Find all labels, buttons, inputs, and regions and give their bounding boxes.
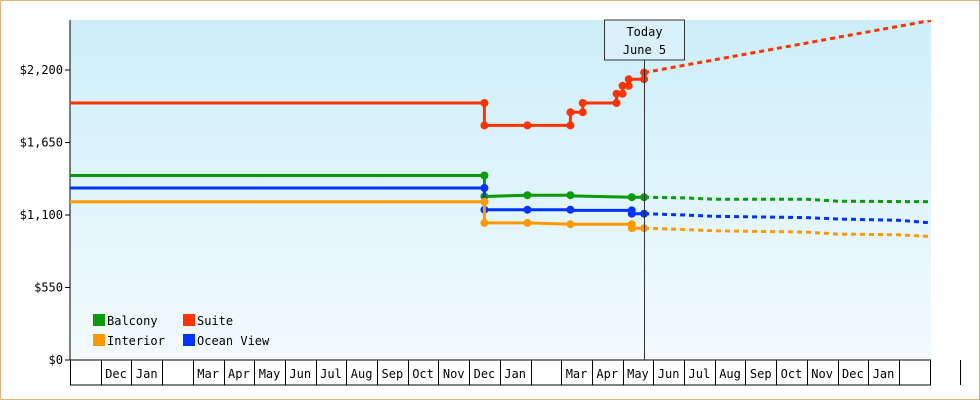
legend-swatch	[93, 314, 105, 326]
legend: Balcony Suite Interior Ocean View	[93, 314, 270, 348]
legend-item-interior[interactable]: Interior	[93, 334, 165, 348]
data-point[interactable]	[566, 191, 575, 200]
x-tick-label: Dec	[842, 367, 864, 381]
data-point[interactable]	[578, 108, 587, 117]
x-tick-label: Jul	[320, 367, 342, 381]
legend-item-suite[interactable]: Suite	[183, 314, 233, 328]
data-point[interactable]	[627, 224, 636, 233]
x-tick-label: Jul	[689, 367, 711, 381]
series-lines	[70, 20, 931, 239]
x-tick-label: Apr	[228, 367, 250, 381]
plot-background	[70, 20, 931, 360]
series-suite	[70, 20, 931, 130]
series-balcony	[70, 171, 931, 204]
data-point[interactable]	[480, 171, 489, 180]
x-tick-label: Aug	[719, 367, 741, 381]
data-point[interactable]	[566, 121, 575, 130]
data-point[interactable]	[566, 220, 575, 229]
legend-item-balcony[interactable]: Balcony	[93, 314, 158, 328]
x-tick-label: Dec	[474, 367, 496, 381]
y-tick-label: $0	[49, 353, 63, 367]
data-point[interactable]	[480, 99, 489, 107]
x-tick-label: Jan	[873, 367, 895, 381]
legend-swatch	[183, 314, 195, 326]
x-tick-label: Oct	[781, 367, 803, 381]
series-forecast-ocean-view	[644, 212, 931, 225]
data-point[interactable]	[612, 89, 621, 98]
y-tick-label: $550	[34, 281, 63, 295]
data-point[interactable]	[480, 184, 489, 192]
today-label: Today	[626, 25, 662, 39]
x-tick-label: Jun	[289, 367, 311, 381]
series-forecast-interior	[644, 226, 931, 239]
data-point[interactable]	[480, 121, 489, 130]
data-point[interactable]	[523, 205, 532, 214]
legend-item-ocean-view[interactable]: Ocean View	[183, 334, 270, 348]
y-tick-label: $1,100	[20, 208, 63, 222]
data-point[interactable]	[566, 108, 575, 117]
data-point[interactable]	[618, 81, 627, 90]
data-point[interactable]	[624, 81, 633, 90]
data-point[interactable]	[480, 218, 489, 227]
x-tick-label: Jan	[136, 367, 158, 381]
x-tick-label: Mar	[197, 367, 219, 381]
series-forecast-suite	[643, 20, 931, 75]
series-ocean-view	[70, 184, 931, 225]
x-tick-label: Nov	[811, 367, 833, 381]
x-tick-label: Aug	[351, 367, 373, 381]
data-point[interactable]	[566, 205, 575, 214]
x-tick-label: Sep	[750, 367, 772, 381]
x-tick-label: May	[259, 367, 281, 381]
data-point[interactable]	[618, 89, 627, 98]
x-tick-label: Apr	[596, 367, 618, 381]
today-box	[604, 19, 685, 61]
data-point[interactable]	[627, 193, 636, 202]
x-tick-label: Oct	[412, 367, 434, 381]
legend-swatch	[183, 334, 195, 346]
x-tick-label: Dec	[105, 367, 127, 381]
y-tick-label: $1,650	[20, 136, 63, 150]
data-point[interactable]	[480, 197, 489, 206]
legend-label: Ocean View	[197, 334, 270, 348]
x-tick-label: Sep	[382, 367, 404, 381]
legend-label: Balcony	[107, 314, 158, 328]
x-tick-label: Mar	[566, 367, 588, 381]
legend-swatch	[93, 334, 105, 346]
data-point[interactable]	[578, 99, 587, 107]
data-point[interactable]	[523, 121, 532, 130]
x-tick-label: May	[627, 367, 649, 381]
x-tick-label: Jan	[504, 367, 526, 381]
x-tick-label: Jun	[658, 367, 680, 381]
data-point[interactable]	[523, 218, 532, 227]
data-point[interactable]	[627, 209, 636, 218]
series-interior	[70, 197, 931, 239]
today-marker: Today June 5	[604, 19, 685, 360]
today-date: June 5	[623, 43, 666, 57]
data-point[interactable]	[624, 75, 633, 84]
data-point[interactable]	[612, 99, 621, 107]
legend-label: Interior	[107, 334, 165, 348]
data-point[interactable]	[523, 191, 532, 200]
series-forecast-balcony	[644, 195, 931, 204]
y-axis: $0 $550 $1,100 $1,650 $2,200	[20, 20, 71, 367]
y-tick-label: $2,200	[20, 63, 63, 77]
x-tick-label: Nov	[443, 367, 465, 381]
legend-label: Suite	[197, 314, 233, 328]
x-axis: Dec Jan Mar Apr May Jun Jul Aug Sep Oct Nov Dec Jan M…	[70, 359, 961, 386]
